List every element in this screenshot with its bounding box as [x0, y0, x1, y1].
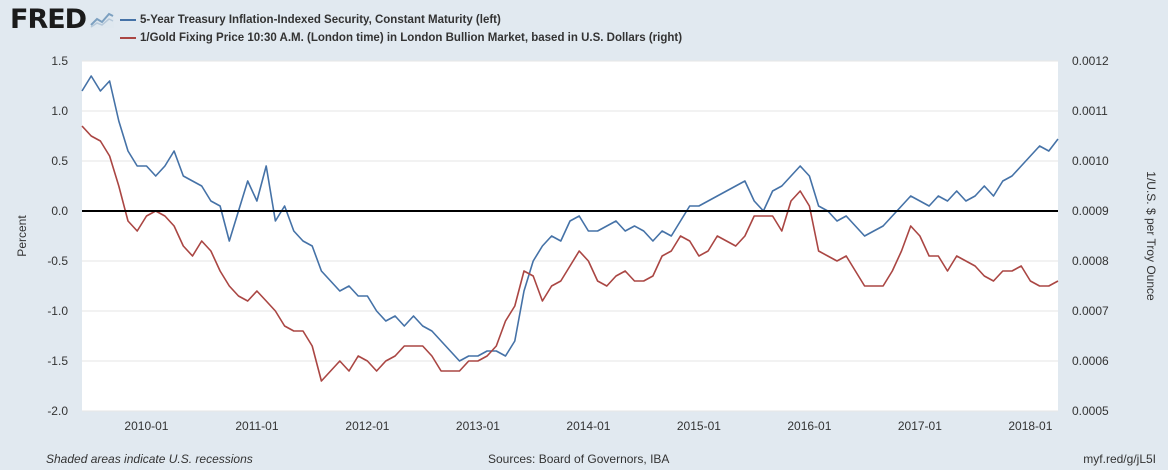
legend-swatch-series1 [120, 19, 136, 21]
series-lines [81, 75, 1059, 382]
x-tick-label: 2018-01 [1008, 419, 1052, 433]
y-left-tick-label: -1.0 [47, 304, 68, 318]
recession-note: Shaded areas indicate U.S. recessions [46, 452, 253, 466]
plot-area [82, 61, 1058, 411]
x-tick-label: 2010-01 [124, 419, 168, 433]
short-link[interactable]: myf.red/g/jL5I [1083, 452, 1156, 466]
y-left-tick-labels: 1.5 1.0 0.5 0.0 -0.5 -1.0 -1.5 -2.0 [47, 54, 68, 418]
y-right-tick-label: 0.0010 [1072, 154, 1109, 168]
x-tick-label: 2012-01 [345, 419, 389, 433]
y-right-tick-label: 0.0012 [1072, 54, 1109, 68]
y-left-tick-label: 1.0 [51, 104, 68, 118]
x-tick-label: 2013-01 [456, 419, 500, 433]
y-right-tick-label: 0.0005 [1072, 404, 1109, 418]
x-tick-label: 2017-01 [898, 419, 942, 433]
y-left-tick-label: -2.0 [47, 404, 68, 418]
legend-item-series2[interactable]: 1/Gold Fixing Price 10:30 A.M. (London t… [120, 29, 682, 47]
y-left-axis-label: Percent [15, 215, 29, 257]
x-tick-label: 2016-01 [787, 419, 831, 433]
chart-legend: 5-Year Treasury Inflation-Indexed Securi… [120, 11, 682, 47]
y-right-tick-label: 0.0009 [1072, 204, 1109, 218]
series-line-2[interactable] [81, 125, 1059, 382]
y-left-tick-label: 1.5 [51, 54, 68, 68]
legend-swatch-series2 [120, 37, 136, 39]
legend-item-series1[interactable]: 5-Year Treasury Inflation-Indexed Securi… [120, 11, 682, 29]
x-tick-label: 2014-01 [566, 419, 610, 433]
y-right-tick-label: 0.0008 [1072, 254, 1109, 268]
x-tick-label: 2015-01 [677, 419, 721, 433]
y-left-tick-label: 0.5 [51, 154, 68, 168]
y-right-tick-label: 0.0007 [1072, 304, 1109, 318]
sources-text: Sources: Board of Governors, IBA [488, 452, 670, 466]
y-left-tick-label: -0.5 [47, 254, 68, 268]
legend-label-series1: 5-Year Treasury Inflation-Indexed Securi… [140, 14, 501, 26]
line-chart[interactable]: 1.51.00.50.0-0.5-1.0-1.5-2.0 0.00120.001… [0, 0, 1168, 450]
legend-label-series2: 1/Gold Fixing Price 10:30 A.M. (London t… [140, 32, 683, 44]
y-right-tick-labels: 0.0012 0.0011 0.0010 0.0009 0.0008 0.0007 0.00… [1072, 54, 1109, 418]
y-right-tick-label: 0.0011 [1072, 104, 1108, 118]
y-right-tick-label: 0.0006 [1072, 354, 1109, 368]
chart-line-icon [90, 10, 114, 28]
y-left-tick-label: -1.5 [47, 354, 68, 368]
x-tick-labels: 2010-01 2011-01 2012-01 2013-01 2014-01 2015-… [124, 419, 1052, 433]
x-tick-label: 2011-01 [235, 419, 278, 433]
series-line-1[interactable] [81, 75, 1059, 362]
fred-logo[interactable]: FRED [10, 4, 87, 35]
y-right-axis-label: 1/U.S. $ per Troy Ounce [1144, 171, 1158, 301]
y-left-tick-label: 0.0 [51, 204, 68, 218]
